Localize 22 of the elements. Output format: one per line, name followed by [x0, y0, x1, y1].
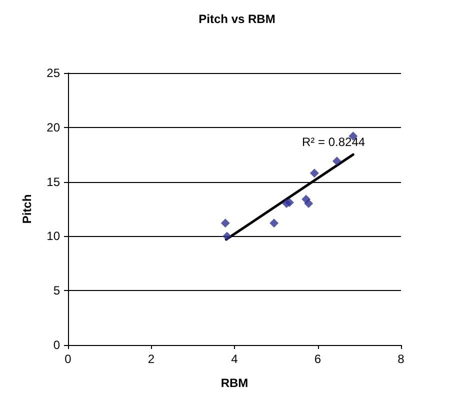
x-axis-title: RBM [220, 376, 248, 390]
x-tick-label: 0 [64, 352, 72, 366]
point [222, 232, 232, 241]
x-tick-label: 8 [398, 352, 405, 366]
point [284, 198, 294, 207]
point [332, 156, 342, 166]
annotation: R² = 0.8244 [302, 135, 366, 149]
x-tick-label: 6 [314, 352, 322, 366]
y-tick-label: 15 [46, 174, 60, 189]
y-tick-label: 20 [46, 120, 60, 134]
y-tick-label: 0 [53, 338, 60, 352]
point [220, 218, 230, 228]
point [304, 199, 314, 208]
point [310, 168, 319, 178]
y-axis-title: Pitch [20, 194, 34, 224]
x-tick-label: 2 [148, 352, 155, 366]
chart-title: Pitch vs RBM [198, 12, 276, 26]
y-tick-label: 10 [46, 229, 60, 244]
y-tick-label: 5 [53, 284, 60, 298]
y-tick-label: 25 [46, 66, 60, 80]
x-tick-label: 4 [231, 352, 238, 366]
point [270, 218, 279, 228]
